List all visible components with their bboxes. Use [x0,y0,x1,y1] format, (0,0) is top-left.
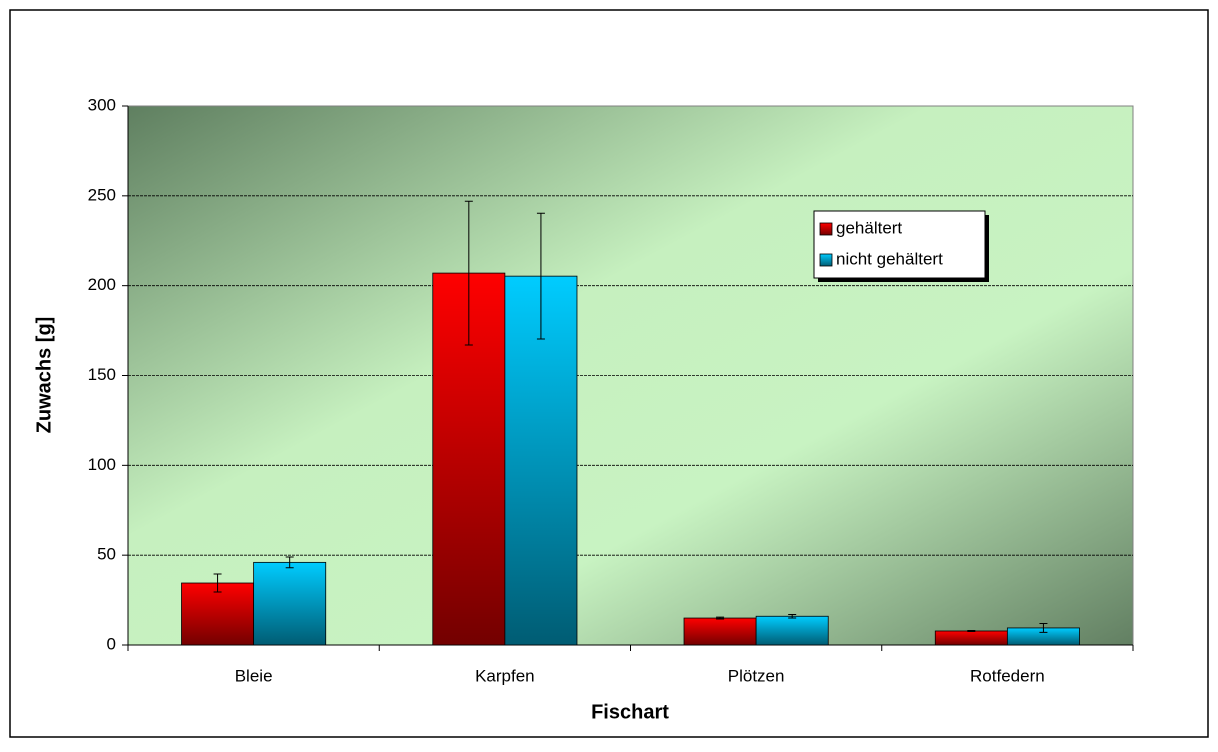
y-tick-label: 150 [88,365,116,384]
bar [253,561,327,646]
legend-swatch [819,253,833,267]
x-axis-label: Fischart [591,701,669,723]
legend [813,210,986,279]
x-tick-label: Bleie [235,666,273,685]
error-bar [1039,622,1048,633]
y-tick-label: 100 [88,455,116,474]
error-bar [285,556,294,569]
error-bar [788,613,797,619]
x-tick-label: Plötzen [728,666,785,685]
y-tick-label: 200 [88,275,116,294]
error-bar [464,200,473,346]
bar [934,630,1008,646]
error-bar [536,212,545,340]
error-bar [213,573,222,593]
x-tick-label: Karpfen [475,666,535,685]
legend-label: nicht gehältert [836,249,943,268]
y-tick-label: 0 [107,634,116,653]
y-tick-label: 300 [88,95,116,114]
y-tick-label: 250 [88,185,116,204]
bar [755,615,829,646]
error-bar [967,629,976,633]
y-axis-label: Zuwachs [g] [33,317,55,434]
legend-label: gehältert [836,218,902,237]
bar [181,582,255,646]
legend-swatch [819,222,833,236]
x-tick-label: Rotfedern [970,666,1045,685]
bar [683,617,757,646]
error-bar [716,616,725,620]
y-tick-label: 50 [97,545,116,564]
